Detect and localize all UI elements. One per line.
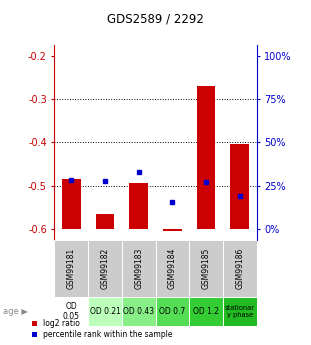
Text: OD 0.21: OD 0.21 <box>90 307 120 316</box>
Text: GDS2589 / 2292: GDS2589 / 2292 <box>107 12 204 25</box>
Bar <box>230 145 249 229</box>
Bar <box>122 240 156 297</box>
Text: GSM99185: GSM99185 <box>202 248 211 289</box>
Text: GSM99182: GSM99182 <box>100 248 109 289</box>
Text: GSM99181: GSM99181 <box>67 248 76 289</box>
Legend: log2 ratio, percentile rank within the sample: log2 ratio, percentile rank within the s… <box>32 319 173 339</box>
Bar <box>223 240 257 297</box>
Text: OD 1.2: OD 1.2 <box>193 307 219 316</box>
Text: age ▶: age ▶ <box>3 307 28 316</box>
Bar <box>88 297 122 326</box>
Bar <box>96 214 114 229</box>
Bar <box>189 297 223 326</box>
Text: OD
0.05: OD 0.05 <box>63 302 80 321</box>
Text: GSM99186: GSM99186 <box>235 248 244 289</box>
Bar <box>197 86 215 229</box>
Bar <box>223 297 257 326</box>
Bar <box>54 297 88 326</box>
Text: GSM99184: GSM99184 <box>168 248 177 289</box>
Text: OD 0.7: OD 0.7 <box>159 307 185 316</box>
Bar <box>129 184 148 229</box>
Text: OD 0.43: OD 0.43 <box>123 307 154 316</box>
Bar <box>88 240 122 297</box>
Bar <box>54 240 88 297</box>
Bar <box>122 297 156 326</box>
Bar <box>163 229 182 231</box>
Bar <box>189 240 223 297</box>
Bar <box>156 297 189 326</box>
Bar <box>62 179 81 229</box>
Text: GSM99183: GSM99183 <box>134 248 143 289</box>
Bar <box>156 240 189 297</box>
Text: stationar
y phase: stationar y phase <box>225 305 255 318</box>
